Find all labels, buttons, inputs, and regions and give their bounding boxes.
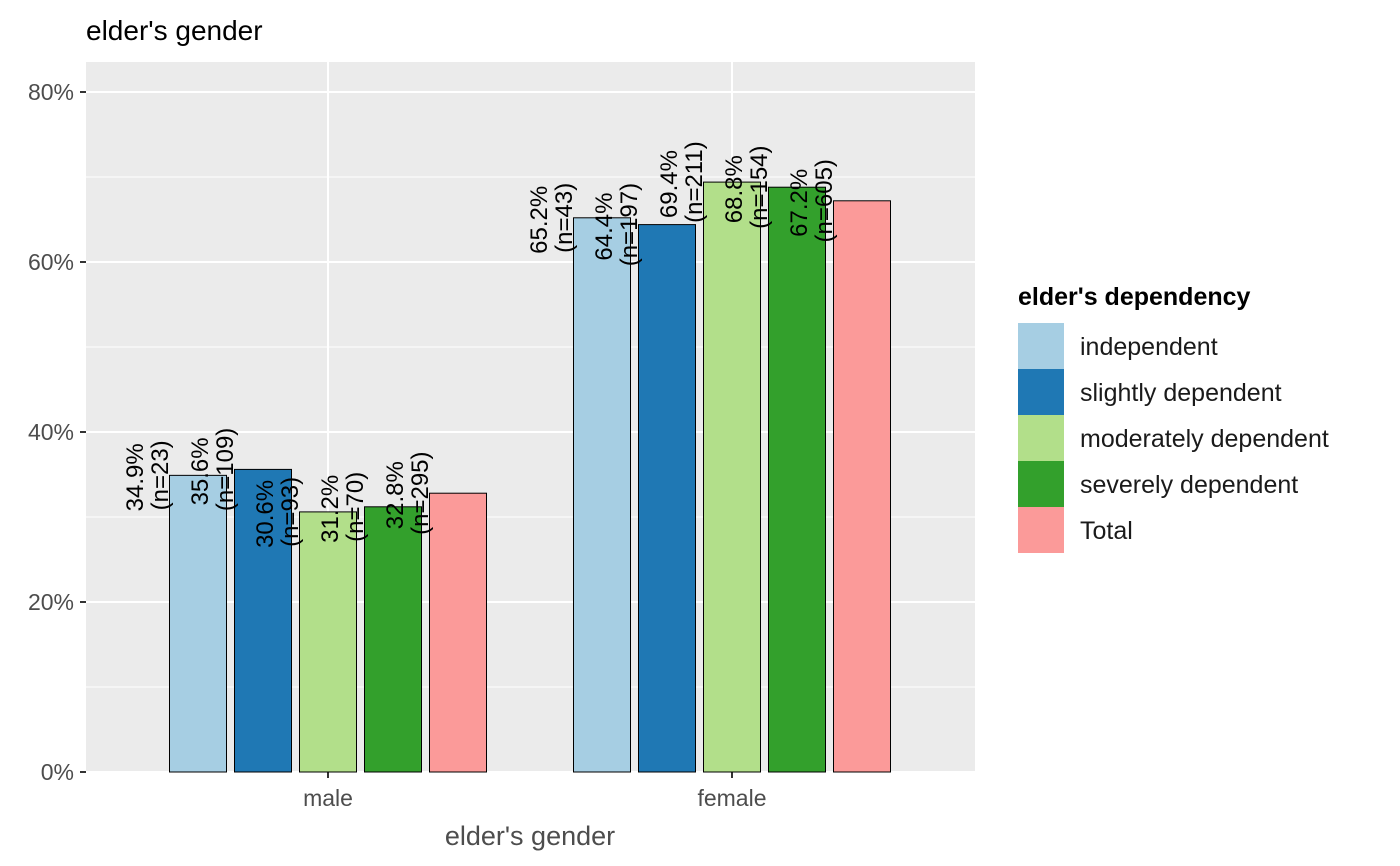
legend: elder's dependency independent slightly d… [1018, 283, 1329, 553]
legend-key [1018, 323, 1064, 369]
value-label: 32.8% [382, 461, 409, 529]
value-label: 69.4% [656, 150, 683, 218]
bar [169, 474, 227, 773]
legend-label: slightly dependent [1080, 379, 1282, 407]
bar [234, 468, 292, 773]
bar [768, 186, 826, 773]
y-tick-label: 20% [28, 589, 74, 615]
bar [638, 224, 696, 773]
n-label: (n=211) [681, 141, 708, 223]
x-tick-label: male [303, 785, 353, 811]
n-label: (n=23) [147, 440, 174, 510]
y-axis: 0% 20% 40% 60% 80% [28, 79, 86, 785]
n-label: (n=70) [342, 472, 369, 542]
legend-key [1018, 507, 1064, 553]
x-tick-label: female [697, 785, 766, 811]
n-label: (n=605) [811, 159, 838, 242]
n-label: (n=197) [616, 183, 643, 266]
bar [429, 492, 487, 773]
bar [299, 511, 357, 773]
bars [169, 181, 891, 773]
bar [833, 200, 891, 773]
legend-title: elder's dependency [1018, 283, 1251, 311]
value-label: 30.6% [252, 480, 279, 548]
y-tick-label: 40% [28, 419, 74, 445]
legend-key [1018, 415, 1064, 461]
value-label: 35.6% [187, 437, 214, 505]
value-label: 34.9% [122, 443, 149, 511]
bar-labels: 34.9%(n=23)65.2%(n=43)35.6%(n=109)64.4%(… [122, 141, 838, 548]
value-label: 31.2% [317, 475, 344, 543]
legend-label: independent [1080, 333, 1218, 361]
value-label: 67.2% [786, 169, 813, 237]
bar [364, 506, 422, 773]
n-label: (n=154) [746, 146, 773, 229]
y-tick-label: 80% [28, 79, 74, 105]
legend-label: moderately dependent [1080, 425, 1329, 453]
y-tick-label: 60% [28, 249, 74, 275]
n-label: (n=295) [407, 452, 434, 535]
value-label: 65.2% [526, 186, 553, 254]
legend-key [1018, 369, 1064, 415]
chart-title: elder's gender [86, 15, 263, 46]
n-label: (n=93) [277, 477, 304, 547]
y-tick-label: 0% [41, 759, 74, 785]
legend-key [1018, 461, 1064, 507]
bar [573, 217, 631, 773]
x-axis-title: elder's gender [445, 821, 615, 851]
x-axis: male female [303, 772, 767, 811]
n-label: (n=43) [551, 183, 578, 253]
legend-label: severely dependent [1080, 471, 1298, 499]
value-label: 64.4% [591, 193, 618, 261]
legend-label: Total [1080, 517, 1133, 545]
bar [703, 181, 761, 773]
n-label: (n=109) [212, 428, 239, 511]
value-label: 68.8% [721, 155, 748, 223]
